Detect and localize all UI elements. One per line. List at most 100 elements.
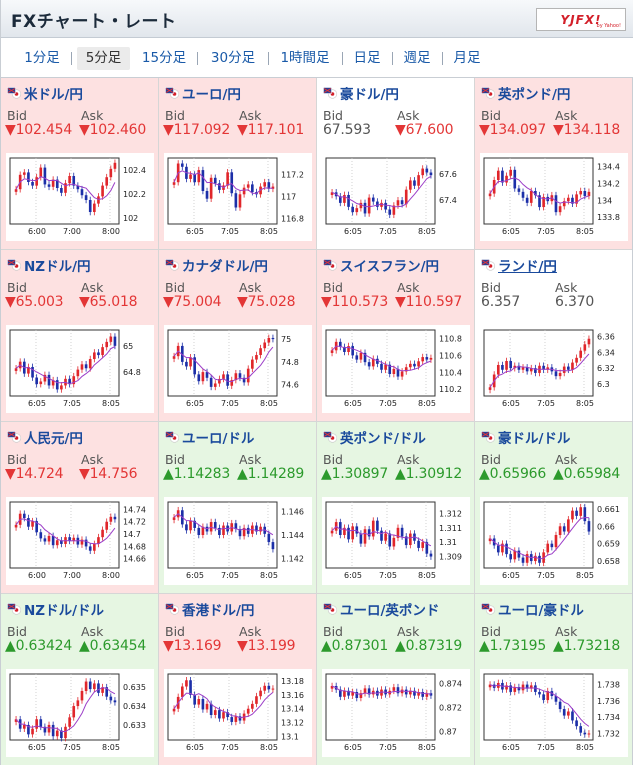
y-tick-label: 110.6 <box>439 351 462 360</box>
pair-card[interactable]: NZドル/ドル Bid ▲0.63424 Ask ▲0.63454 0.635 0.634 0… <box>1 594 159 765</box>
price-chart[interactable]: 117.2 117 116.8 6:05 7:05 8:05 <box>164 153 312 241</box>
pair-link[interactable]: ユーロ/豪ドル <box>481 600 584 619</box>
pair-link[interactable]: ユーロ/円 <box>165 84 241 103</box>
candle-body <box>47 374 51 386</box>
pair-link[interactable]: 英ポンド/円 <box>481 84 570 103</box>
ask-label: Ask <box>397 280 420 295</box>
pair-card[interactable]: NZドル/円 Bid ▼65.003 Ask ▼65.018 65 64.8 6:05 7:05… <box>1 250 159 422</box>
tab-1min[interactable]: 1分足 <box>24 50 60 66</box>
tab-1hour[interactable]: 1時間足 <box>280 50 330 66</box>
pair-card[interactable]: ユーロ/豪ドル Bid ▲1.73195 Ask ▲1.73218 1.738 1.736 1… <box>475 594 632 765</box>
candle-body <box>238 529 242 537</box>
bid-label: Bid <box>165 108 185 123</box>
tab-15min[interactable]: 15分足 <box>141 50 187 66</box>
candle-body <box>587 338 591 345</box>
candle-body <box>263 182 267 187</box>
tab-5min[interactable]: 5分足 <box>77 47 130 70</box>
tab-daily[interactable]: 日足 <box>353 50 381 66</box>
price-chart[interactable]: 0.661 0.66 0.659 0.658 6:05 7:05 8:05 <box>480 497 628 585</box>
pair-card[interactable]: 英ポンド/ドル Bid ▲1.30897 Ask ▲1.30912 1.312 1.311 1… <box>317 422 475 594</box>
tab-monthly[interactable]: 月足 <box>453 50 481 66</box>
pair-link[interactable]: 香港ドル/円 <box>165 600 254 619</box>
price-chart[interactable]: 1.738 1.736 1.734 1.732 6:05 7:05 8:05 <box>480 669 628 757</box>
price-chart[interactable]: 6.36 6.34 6.32 6.3 6:05 7:05 8:05 <box>480 325 628 413</box>
pair-card[interactable]: 豪ドル/ドル Bid ▲0.65966 Ask ▲0.65984 0.661 0.66 0.6… <box>475 422 632 594</box>
pair-link[interactable]: NZドル/円 <box>7 256 91 275</box>
tab-30min[interactable]: 30分足 <box>210 50 256 66</box>
candle-body <box>425 357 429 360</box>
price-chart[interactable]: 67.6 67.4 6:05 7:05 8:05 <box>322 153 470 241</box>
x-tick-label: 8:05 <box>260 743 278 752</box>
pair-link[interactable]: カナダドル/円 <box>165 256 268 275</box>
pair-card[interactable]: スイスフラン/円 Bid ▼110.573 Ask ▼110.597 110.8 110.6… <box>317 250 475 422</box>
bid-value: ▼13.169 <box>163 638 222 654</box>
pair-link[interactable]: ランド/円 <box>481 256 557 275</box>
x-tick-label: 6:05 <box>186 227 204 236</box>
price-chart[interactable]: 1.146 1.144 1.142 6:05 7:05 8:05 <box>164 497 312 585</box>
pair-link[interactable]: 豪ドル/円 <box>323 84 399 103</box>
candle-body <box>417 361 420 367</box>
pair-link[interactable]: 人民元/円 <box>7 428 83 447</box>
pair-card[interactable]: ランド/円 Bid 6.357 Ask 6.370 6.36 6.34 6.32 6.3 6:05… <box>475 250 632 422</box>
pair-link[interactable]: 米ドル/円 <box>7 84 83 103</box>
pair-card[interactable]: 米ドル/円 Bid ▼102.454 Ask ▼102.460 102.4 102.2 102… <box>1 78 159 250</box>
candle-body <box>209 177 213 199</box>
pair-link[interactable]: ユーロ/英ポンド <box>323 600 439 619</box>
pair-link[interactable]: ユーロ/ドル <box>165 428 254 447</box>
price-chart[interactable]: 102.4 102.2 102 6:00 7:00 8:00 <box>6 153 154 241</box>
candle-body <box>400 200 404 205</box>
pair-name: ユーロ/円 <box>182 87 241 103</box>
tab-weekly[interactable]: 週足 <box>403 50 431 66</box>
pair-card[interactable]: ユーロ/英ポンド Bid ▲0.87301 Ask ▲0.87319 0.874 0.872… <box>317 594 475 765</box>
candle-body <box>571 711 574 721</box>
price-chart[interactable]: 65 64.8 6:05 7:05 8:05 <box>6 325 154 413</box>
price-chart[interactable]: 1.312 1.311 1.31 1.309 6:05 7:05 8:05 <box>322 497 470 585</box>
price-chart[interactable]: 13.18 13.16 13.14 13.12 13.1 6:05 7:05 8:05 <box>164 669 312 757</box>
ask-label: Ask <box>397 108 420 123</box>
candle-body <box>213 522 217 528</box>
x-tick-label: 6:05 <box>502 227 520 236</box>
pair-card[interactable]: カナダドル/円 Bid ▼75.004 Ask ▼75.028 75 74.8 74.6 6:0… <box>159 250 317 422</box>
candle-body <box>501 364 504 370</box>
price-chart[interactable]: 0.635 0.634 0.633 6:05 7:05 8:05 <box>6 669 154 757</box>
candle-body <box>359 202 363 209</box>
candle-body <box>376 201 379 207</box>
pair-card[interactable]: ユーロ/ドル Bid ▲1.14283 Ask ▲1.14289 1.146 1.144 1.… <box>159 422 317 594</box>
pair-name: カナダドル/円 <box>182 259 268 275</box>
candle-body <box>429 553 433 557</box>
candle-body <box>68 537 71 541</box>
pair-link[interactable]: 英ポンド/ドル <box>323 428 426 447</box>
candle-body <box>238 373 242 378</box>
yjfx-logo[interactable]: YJFX! by Yahoo! <box>536 8 626 31</box>
candle-body <box>351 692 354 696</box>
pair-card[interactable]: ユーロ/円 Bid ▼117.092 Ask ▼117.101 117.2 117 116.8… <box>159 78 317 250</box>
pair-link[interactable]: スイスフラン/円 <box>323 256 439 275</box>
moving-average-line <box>489 684 590 727</box>
price-chart[interactable]: 110.8 110.6 110.4 110.2 6:05 7:05 8:05 <box>322 325 470 413</box>
price-chart[interactable]: 134.4 134.2 134 133.8 6:05 7:05 8:05 <box>480 153 628 241</box>
candle-body <box>251 703 254 709</box>
pair-card[interactable]: 豪ドル/円 Bid 67.593 Ask ▼67.600 67.6 67.4 6:05 7:05… <box>317 78 475 250</box>
ask-label: Ask <box>555 624 578 639</box>
pair-card[interactable]: 英ポンド/円 Bid ▼134.097 Ask ▼134.118 134.4 134.2 13… <box>475 78 632 250</box>
price-chart[interactable]: 0.874 0.872 0.87 6:05 7:05 8:05 <box>322 669 470 757</box>
price-chart[interactable]: 75 74.8 74.6 6:05 7:05 8:05 <box>164 325 312 413</box>
bid-label: Bid <box>7 452 27 467</box>
candle-body <box>567 366 570 370</box>
pair-card[interactable]: 人民元/円 Bid ▼14.724 Ask ▼14.756 14.74 14.72 14.7 1… <box>1 422 159 594</box>
candle-body <box>517 188 521 192</box>
pair-name: 豪ドル/ドル <box>498 431 571 447</box>
candle-body <box>189 357 192 367</box>
candle-body <box>105 341 109 348</box>
ask-label: Ask <box>81 280 104 295</box>
price-chart[interactable]: 14.74 14.72 14.7 14.68 14.66 6:00 7:00 8:00 <box>6 497 154 585</box>
y-tick-label: 1.144 <box>281 531 304 540</box>
y-tick-label: 0.635 <box>123 683 146 692</box>
candle-body <box>31 521 34 527</box>
pair-link[interactable]: 豪ドル/ドル <box>481 428 571 447</box>
candle-body <box>542 365 545 370</box>
pair-card[interactable]: 香港ドル/円 Bid ▼13.169 Ask ▼13.199 13.18 13.16 13.1… <box>159 594 317 765</box>
candle-body <box>421 357 425 362</box>
pair-link[interactable]: NZドル/ドル <box>7 600 104 619</box>
candle-body <box>583 191 587 197</box>
